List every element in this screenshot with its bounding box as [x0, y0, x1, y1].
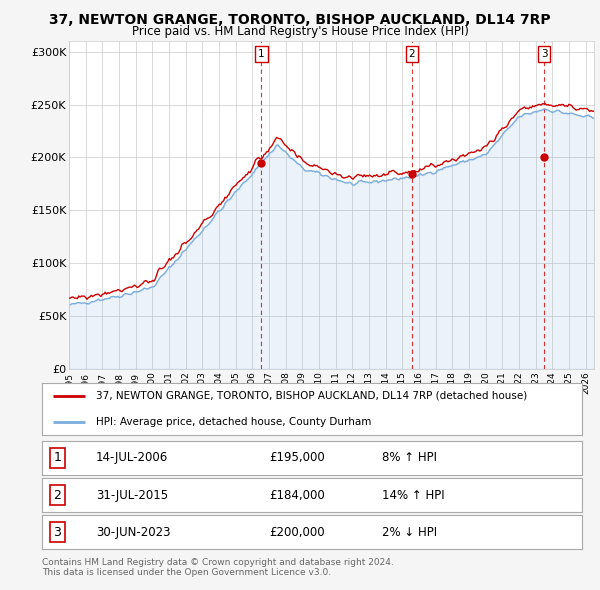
Text: 2% ↓ HPI: 2% ↓ HPI [382, 526, 437, 539]
Text: 14-JUL-2006: 14-JUL-2006 [96, 451, 168, 464]
Text: 31-JUL-2015: 31-JUL-2015 [96, 489, 168, 502]
Text: Price paid vs. HM Land Registry's House Price Index (HPI): Price paid vs. HM Land Registry's House … [131, 25, 469, 38]
Text: £195,000: £195,000 [269, 451, 325, 464]
Text: Contains HM Land Registry data © Crown copyright and database right 2024.
This d: Contains HM Land Registry data © Crown c… [42, 558, 394, 577]
Text: 1: 1 [258, 49, 265, 59]
Text: 14% ↑ HPI: 14% ↑ HPI [382, 489, 445, 502]
Text: 2: 2 [53, 489, 61, 502]
Text: 30-JUN-2023: 30-JUN-2023 [96, 526, 170, 539]
Text: 37, NEWTON GRANGE, TORONTO, BISHOP AUCKLAND, DL14 7RP: 37, NEWTON GRANGE, TORONTO, BISHOP AUCKL… [49, 13, 551, 27]
Text: £200,000: £200,000 [269, 526, 325, 539]
Text: 37, NEWTON GRANGE, TORONTO, BISHOP AUCKLAND, DL14 7RP (detached house): 37, NEWTON GRANGE, TORONTO, BISHOP AUCKL… [96, 391, 527, 401]
Text: 3: 3 [53, 526, 61, 539]
Text: 8% ↑ HPI: 8% ↑ HPI [382, 451, 437, 464]
Text: 2: 2 [409, 49, 415, 59]
Text: 1: 1 [53, 451, 61, 464]
Text: HPI: Average price, detached house, County Durham: HPI: Average price, detached house, Coun… [96, 417, 371, 427]
Text: £184,000: £184,000 [269, 489, 325, 502]
Text: 3: 3 [541, 49, 547, 59]
